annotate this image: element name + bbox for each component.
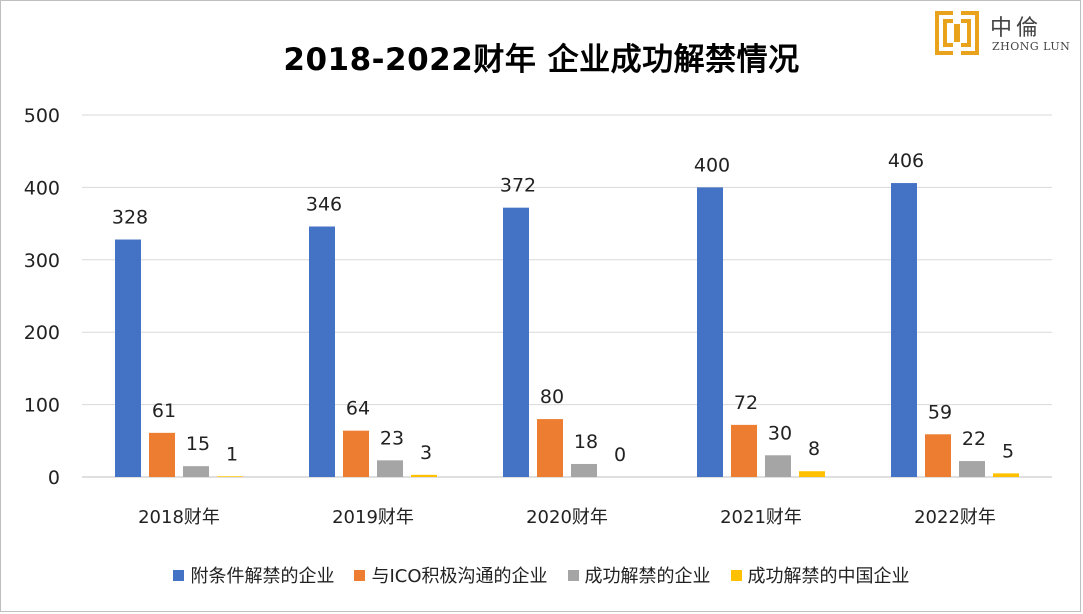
data-label: 406 xyxy=(888,150,924,172)
bar xyxy=(537,419,563,477)
bar xyxy=(309,226,335,477)
chart-title: 2018-2022财年 企业成功解禁情况 xyxy=(283,42,800,78)
legend-label: 与ICO积极沟通的企业 xyxy=(371,566,548,587)
y-tick-label: 500 xyxy=(24,105,60,127)
legend-label: 成功解禁的中国企业 xyxy=(747,566,910,587)
data-label: 8 xyxy=(808,438,820,460)
data-label: 5 xyxy=(1002,440,1014,462)
data-label: 15 xyxy=(186,433,210,455)
bar xyxy=(993,473,1019,477)
gridlines xyxy=(82,114,1052,478)
bar xyxy=(503,207,529,477)
bar xyxy=(959,461,985,477)
bar xyxy=(149,432,175,477)
data-label: 18 xyxy=(574,431,598,453)
bar xyxy=(731,424,757,477)
data-labels: 328 61 15 1 346 64 23 3 372 80 18 0 400 72 30 8 406 59 22 5 xyxy=(112,150,1014,466)
data-label: 346 xyxy=(306,193,342,215)
data-label: 372 xyxy=(500,175,536,197)
bar xyxy=(765,455,791,477)
x-category-label: 2020财年 xyxy=(526,507,608,528)
legend-label: 附条件解禁的企业 xyxy=(190,566,335,587)
data-label: 64 xyxy=(346,398,370,420)
data-label: 3 xyxy=(420,442,432,464)
legend-label: 成功解禁的企业 xyxy=(584,566,711,587)
data-label: 61 xyxy=(152,400,176,422)
legend-item: 成功解禁的企业 xyxy=(567,562,711,588)
zhonglun-logo: 中倫 ZHONG LUN xyxy=(934,10,1074,56)
chart-legend: 附条件解禁的企业 与ICO积极沟通的企业 成功解禁的企业 成功解禁的中国企业 xyxy=(0,562,1083,588)
data-label: 0 xyxy=(614,444,626,466)
y-tick-label: 400 xyxy=(24,177,60,199)
x-category-label: 2021财年 xyxy=(720,507,802,528)
y-axis-ticks: 0 100 200 300 400 500 xyxy=(24,105,60,489)
legend-swatch xyxy=(173,569,185,581)
bar xyxy=(799,471,825,477)
data-label: 59 xyxy=(928,401,952,423)
bar xyxy=(925,434,951,477)
data-label: 22 xyxy=(962,428,986,450)
data-label: 23 xyxy=(380,427,404,449)
logo-english-text: ZHONG LUN xyxy=(992,40,1071,53)
bar xyxy=(697,187,723,477)
x-category-label: 2019财年 xyxy=(332,507,414,528)
logo-chinese-text: 中倫 xyxy=(990,16,1043,41)
x-category-label: 2018财年 xyxy=(138,507,220,528)
bar xyxy=(377,460,403,477)
data-label: 72 xyxy=(734,392,758,414)
bar xyxy=(183,466,209,477)
y-tick-label: 300 xyxy=(24,250,60,272)
data-label: 80 xyxy=(540,386,564,408)
bars xyxy=(115,183,1019,477)
bar xyxy=(571,463,597,477)
bar xyxy=(115,239,141,477)
bar xyxy=(217,476,243,477)
legend-swatch xyxy=(567,569,579,581)
legend-item: 成功解禁的中国企业 xyxy=(730,562,910,588)
logo-mark-icon xyxy=(935,10,979,56)
x-category-label: 2022财年 xyxy=(914,507,996,528)
legend-item: 与ICO积极沟通的企业 xyxy=(354,562,548,588)
legend-swatch xyxy=(354,569,366,581)
legend-swatch xyxy=(730,569,742,581)
bar xyxy=(411,474,437,477)
legend-item: 附条件解禁的企业 xyxy=(173,562,334,588)
bar xyxy=(343,430,369,477)
y-tick-label: 200 xyxy=(24,322,60,344)
data-label: 400 xyxy=(694,154,730,176)
y-tick-label: 0 xyxy=(48,467,60,489)
bar xyxy=(891,183,917,477)
data-label: 328 xyxy=(112,207,148,229)
data-label: 30 xyxy=(768,422,792,444)
x-axis-categories: 2018财年 2019财年 2020财年 2021财年 2022财年 xyxy=(138,507,996,528)
y-tick-label: 100 xyxy=(24,395,60,417)
data-label: 1 xyxy=(226,443,238,465)
